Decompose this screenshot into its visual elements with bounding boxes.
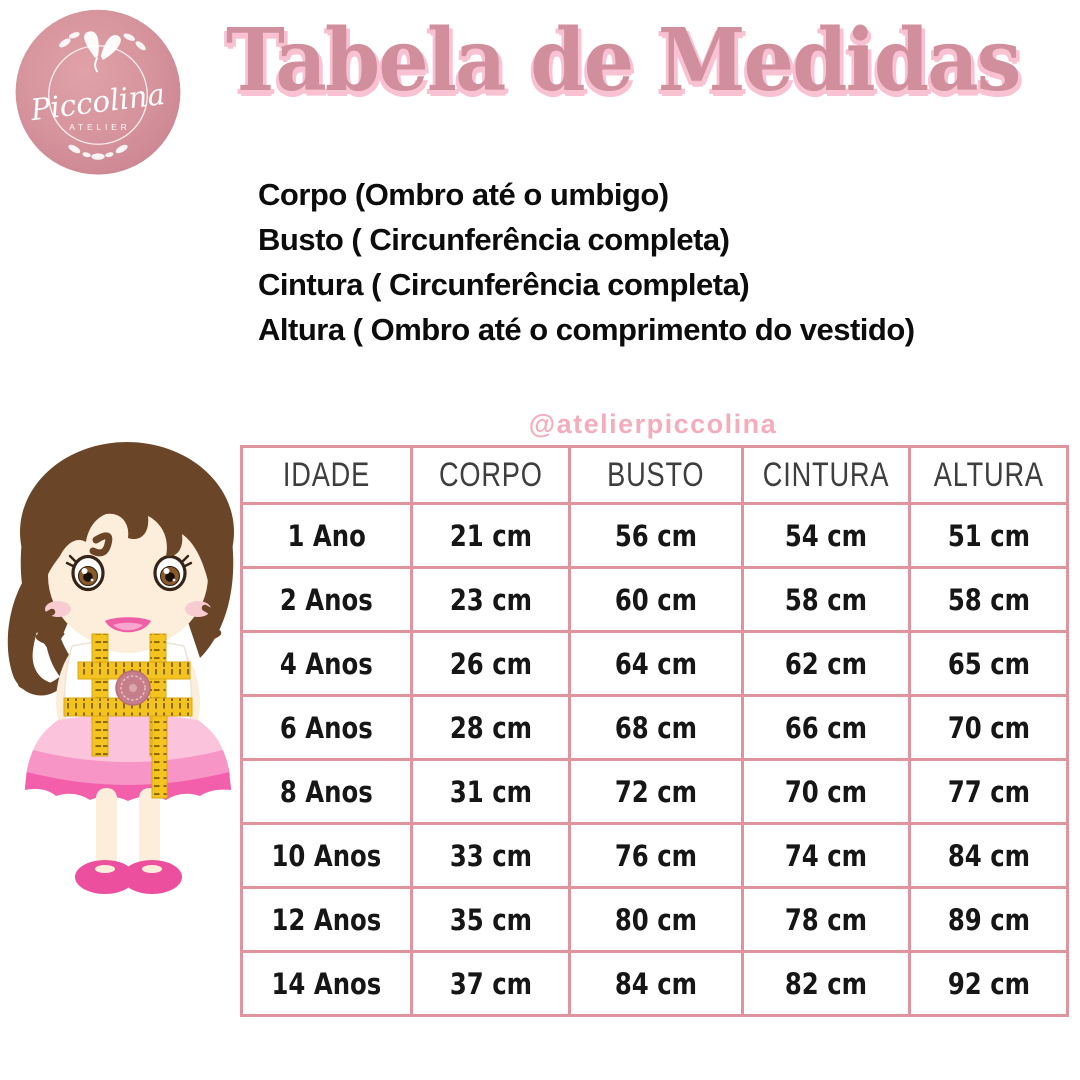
cell-altura: 65 cm <box>947 646 1030 681</box>
cell-idade: 10 Anos <box>271 838 382 873</box>
cell-altura: 77 cm <box>947 774 1030 809</box>
cell-cintura: 62 cm <box>784 646 868 681</box>
cell-corpo: 28 cm <box>449 710 532 745</box>
cell-cintura: 78 cm <box>784 902 868 937</box>
logo-circle <box>15 9 181 175</box>
measuring-tape-icon <box>63 633 193 799</box>
leaf-sprigs-icon <box>59 32 146 160</box>
cell-idade: 8 Anos <box>280 774 373 809</box>
table-row: 12 Anos 35 cm 80 cm 78 cm 89 cm <box>240 886 1069 953</box>
cell-idade: 14 Anos <box>271 966 382 1001</box>
girl-legs <box>96 788 160 870</box>
cell-corpo: 35 cm <box>449 902 532 937</box>
girl-shoes <box>75 860 182 894</box>
cell-altura: 84 cm <box>947 838 1030 873</box>
cell-cintura: 58 cm <box>784 582 868 617</box>
col-header-idade: IDADE <box>240 445 413 505</box>
col-header-corpo: CORPO <box>410 445 571 505</box>
girl-illustration <box>7 442 234 894</box>
table-row: 2 Anos 23 cm 60 cm 58 cm 58 cm <box>240 566 1069 633</box>
girl-bangs <box>45 468 210 585</box>
size-table-header: IDADE CORPO BUSTO CINTURA ALTURA <box>240 445 1069 505</box>
guide-line-cintura: Cintura ( Circunferência completa) <box>258 267 750 302</box>
cell-idade: 1 Ano <box>287 518 366 553</box>
cell-busto: 60 cm <box>614 582 698 617</box>
cell-busto: 64 cm <box>614 646 698 681</box>
table-header-row: IDADE CORPO BUSTO CINTURA ALTURA <box>240 445 1069 505</box>
girl-mouth <box>105 617 151 633</box>
cell-busto: 76 cm <box>614 838 698 873</box>
cell-busto: 80 cm <box>614 902 698 937</box>
cell-idade: 4 Anos <box>280 646 373 681</box>
col-header-altura: ALTURA <box>908 445 1069 505</box>
table-row: 10 Anos 33 cm 76 cm 74 cm 84 cm <box>240 822 1069 889</box>
table-row: 4 Anos 26 cm 64 cm 62 cm 65 cm <box>240 630 1069 697</box>
measurement-guide: Corpo (Ombro até o umbigo) Busto ( Circu… <box>258 172 915 352</box>
cell-altura: 51 cm <box>947 518 1030 553</box>
col-header-cintura: CINTURA <box>741 445 911 505</box>
cell-corpo: 23 cm <box>449 582 532 617</box>
tape-badge-icon <box>115 670 151 706</box>
logo-subtitle: ATELIER <box>69 122 130 132</box>
cell-corpo: 21 cm <box>449 518 532 553</box>
guide-line-corpo: Corpo (Ombro até o umbigo) <box>258 177 669 212</box>
cell-cintura: 74 cm <box>784 838 868 873</box>
cell-corpo: 33 cm <box>449 838 532 873</box>
cell-idade: 12 Anos <box>271 902 382 937</box>
cell-corpo: 26 cm <box>449 646 532 681</box>
cell-busto: 68 cm <box>614 710 698 745</box>
cell-idade: 2 Anos <box>280 582 373 617</box>
cell-corpo: 37 cm <box>449 966 532 1001</box>
tutu-skirt <box>25 714 231 801</box>
girl-neckline <box>102 635 154 653</box>
butterfly-icon <box>84 31 121 73</box>
table-row: 6 Anos 28 cm 68 cm 66 cm 70 cm <box>240 694 1069 761</box>
guide-line-altura: Altura ( Ombro até o comprimento do vest… <box>258 312 915 347</box>
table-row: 14 Anos 37 cm 84 cm 82 cm 92 cm <box>240 950 1069 1017</box>
girl-eyes <box>65 554 193 592</box>
cell-cintura: 70 cm <box>784 774 868 809</box>
page-title: Tabela de Medidas <box>226 10 1021 111</box>
cell-idade: 6 Anos <box>280 710 373 745</box>
table-row: 1 Ano 21 cm 56 cm 54 cm 51 cm <box>240 502 1069 569</box>
cell-busto: 56 cm <box>614 518 698 553</box>
col-header-busto: BUSTO <box>568 445 744 505</box>
cell-cintura: 66 cm <box>784 710 868 745</box>
cell-corpo: 31 cm <box>449 774 532 809</box>
guide-line-busto: Busto ( Circunferência completa) <box>258 222 730 257</box>
cell-altura: 70 cm <box>947 710 1030 745</box>
cell-altura: 58 cm <box>947 582 1030 617</box>
watermark-handle: @atelierpiccolina <box>528 409 778 439</box>
cell-cintura: 54 cm <box>784 518 868 553</box>
cell-busto: 84 cm <box>614 966 698 1001</box>
brand-logo: Piccolina ATELIER <box>15 9 181 175</box>
cell-busto: 72 cm <box>614 774 698 809</box>
cell-altura: 89 cm <box>947 902 1030 937</box>
cell-altura: 92 cm <box>947 966 1030 1001</box>
cell-cintura: 82 cm <box>784 966 868 1001</box>
size-table: IDADE CORPO BUSTO CINTURA ALTURA 1 Ano 2… <box>240 445 1069 1017</box>
table-row: 8 Anos 31 cm 72 cm 70 cm 77 cm <box>240 758 1069 825</box>
